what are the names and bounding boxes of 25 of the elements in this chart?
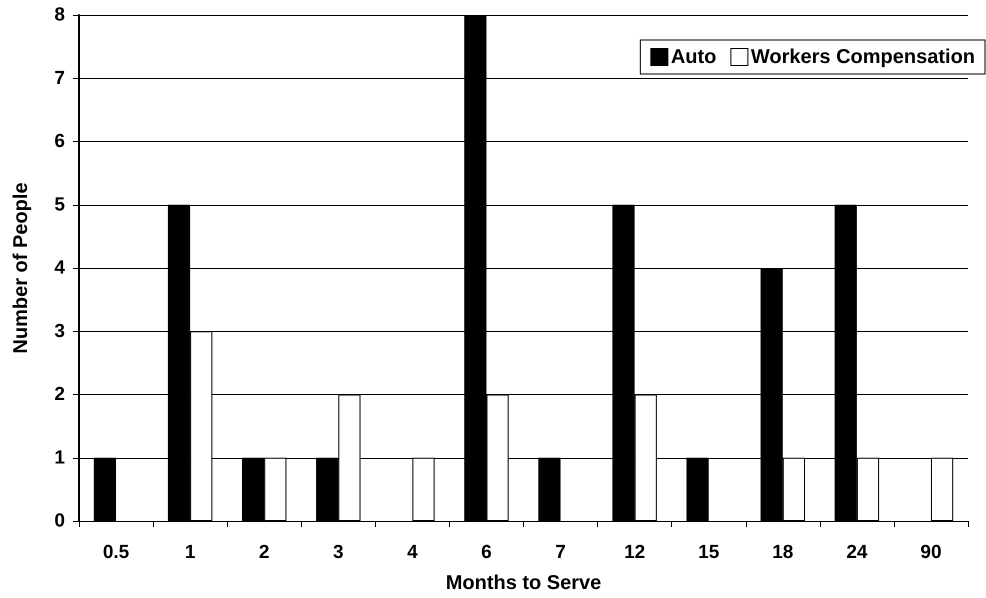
y-tick-label: 8 [54, 4, 65, 26]
y-tick-label: 7 [54, 68, 65, 89]
x-tick-label: 7 [555, 542, 566, 563]
y-tick-label: 1 [54, 447, 66, 468]
x-tick-label: 12 [624, 542, 646, 563]
x-tick-label: 90 [920, 542, 942, 563]
y-tick-label: 4 [54, 258, 66, 278]
legend-label: Auto [670, 46, 716, 68]
x-tick-label: 15 [698, 542, 720, 563]
x-axis-title: Months to Serve [446, 572, 602, 594]
x-tick-label: 24 [846, 542, 868, 563]
x-tick-label: 4 [407, 542, 418, 563]
y-tick-label: 2 [54, 384, 65, 405]
legend-label: Workers Compensation [750, 46, 976, 68]
y-tick-label: 0 [54, 510, 65, 532]
y-axis-title: Number of People [10, 182, 32, 354]
x-tick-label: 6 [481, 542, 492, 563]
x-tick-label: 0.5 [102, 542, 130, 563]
x-tick-label: 3 [333, 542, 344, 563]
x-tick-label: 18 [772, 542, 794, 563]
y-tick-label: 3 [54, 320, 65, 342]
y-tick-label: 6 [54, 131, 65, 152]
x-tick-label: 1 [184, 542, 196, 563]
x-tick-label: 2 [258, 542, 270, 563]
y-tick-label: 5 [54, 194, 66, 216]
